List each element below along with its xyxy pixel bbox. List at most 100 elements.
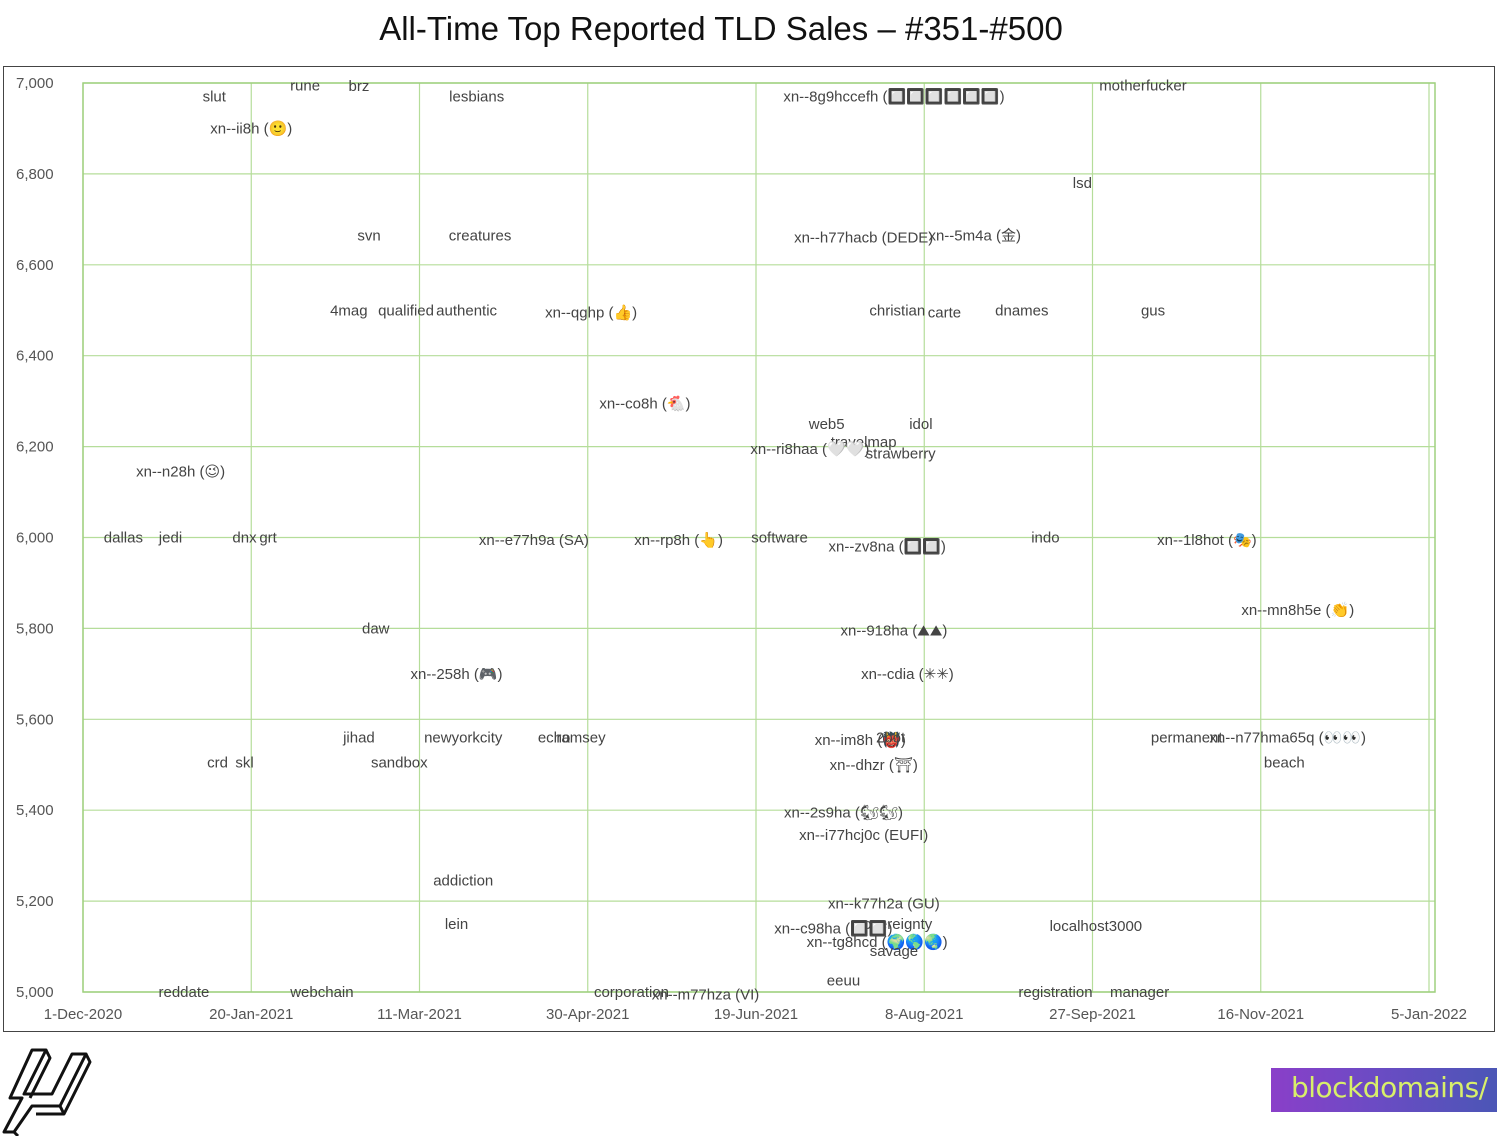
data-point-label: xn--cdia (✳✳)	[861, 666, 954, 683]
x-tick-label: 5-Jan-2022	[1391, 1006, 1467, 1023]
hexagon-logo-icon	[2, 1048, 92, 1136]
data-point-label: xn--n28h (😉)	[136, 464, 225, 481]
data-point-label: xn--zv8na (🔲🔲)	[829, 538, 946, 556]
plot-area-border	[82, 82, 1436, 993]
data-point-label: xn--qghp (👍)	[545, 304, 637, 322]
chart-title: All-Time Top Reported TLD Sales – #351-#…	[379, 10, 1063, 47]
y-axis-ticks: 5,000 5,200 5,400 5,600 5,800 6,000 6,200 6,400…	[16, 75, 54, 1001]
data-point-label: jihad	[342, 729, 375, 746]
data-point-label: lein	[445, 916, 468, 933]
point-labels: slut rune brz lesbians xn--ii8h (🙂) xn--8g9hc…	[104, 77, 1366, 1003]
blockdomains-logo-text: blockdomains/	[1291, 1071, 1488, 1104]
data-point-label: lsd	[1073, 175, 1092, 192]
data-point-label: xn--ii8h (🙂)	[210, 119, 292, 137]
data-point-label: xn--i77hcj0c (EUFI)	[799, 827, 928, 844]
data-point-label: brz	[349, 78, 370, 95]
chart-frame: 5,000 5,200 5,400 5,600 5,800 6,000 6,200 6,400…	[3, 66, 1495, 1032]
x-tick-label: 30-Apr-2021	[546, 1006, 629, 1023]
data-point-label: idol	[909, 416, 932, 433]
data-point-label: manager	[1110, 984, 1169, 1001]
data-point-label: xn--ri8haa (🤍🤍)	[750, 440, 869, 458]
data-point-label: 4mag	[330, 302, 368, 319]
data-point-label: xn--8g9hccefh (🔲🔲🔲🔲🔲🔲)	[783, 88, 1004, 106]
y-tick-label: 5,200	[16, 893, 54, 910]
data-point-label: savage	[870, 943, 918, 960]
data-point-label: permanent	[1151, 729, 1224, 746]
data-point-label: xn--tg8hcd (🌍🌎🌏)	[807, 933, 948, 951]
data-point-label: qualified	[378, 302, 434, 319]
data-point-label: xn--im8h (👹)	[815, 730, 906, 749]
y-tick-label: 6,200	[16, 439, 54, 456]
data-point-label: authentic	[436, 302, 497, 319]
data-point-label: strawberry	[866, 445, 937, 462]
data-point-label: xn--258h (🎮)	[410, 666, 502, 683]
x-tick-label: 1-Dec-2020	[44, 1006, 122, 1023]
data-point-label: software	[751, 530, 808, 547]
y-tick-label: 5,800	[16, 620, 54, 637]
data-point-label: addiction	[433, 873, 493, 890]
y-tick-label: 5,400	[16, 802, 54, 819]
data-point-label: xn--rp8h (👆)	[634, 531, 723, 549]
x-tick-label: 19-Jun-2021	[714, 1006, 798, 1023]
data-point-label: motherfucker	[1099, 77, 1187, 94]
scatter-chart: 5,000 5,200 5,400 5,600 5,800 6,000 6,200 6,400…	[16, 75, 1467, 1023]
data-point-label: sandbox	[371, 754, 428, 771]
data-point-label: jedi	[158, 530, 182, 547]
data-point-label: xn--h77hacb (DEDE)	[794, 230, 933, 247]
data-point-label: xn--n77hma65q (👀👀)	[1209, 729, 1366, 746]
y-tick-label: 6,000	[16, 530, 54, 547]
data-point-label: xn--c98ha (🔲🔲)	[774, 919, 892, 937]
grid	[82, 82, 1436, 993]
data-point-label: xn--e77h9a (SA)	[479, 532, 589, 549]
data-point-label: dnames	[995, 302, 1048, 319]
data-point-label: dnx	[232, 530, 257, 547]
data-point-label: grt	[259, 530, 277, 547]
x-tick-label: 8-Aug-2021	[885, 1006, 963, 1023]
data-point-label: registration	[1018, 984, 1092, 1001]
x-tick-label: 20-Jan-2021	[209, 1006, 293, 1023]
data-point-label: beach	[1264, 754, 1305, 771]
data-point-label: xn--918ha (⛰⛰)	[841, 623, 948, 640]
data-point-label: xn--5m4a (金)	[928, 227, 1021, 244]
y-tick-label: 5,600	[16, 711, 54, 728]
y-tick-label: 5,000	[16, 984, 54, 1001]
data-point-label: 2bot	[876, 729, 906, 746]
data-point-label: ramsey	[556, 729, 606, 746]
data-point-label: daw	[362, 620, 390, 637]
data-point-label: xn--k77h2a (GU)	[828, 895, 940, 912]
x-tick-label: 16-Nov-2021	[1217, 1006, 1304, 1023]
data-point-label: sovereignty	[856, 916, 933, 933]
y-tick-label: 6,600	[16, 257, 54, 274]
data-point-label: corporation	[594, 984, 669, 1001]
data-point-label: slut	[203, 89, 227, 106]
data-point-label: christian	[869, 302, 925, 319]
x-axis-ticks: 1-Dec-2020 20-Jan-2021 11-Mar-2021 30-Apr-2…	[44, 1006, 1467, 1023]
data-point-label: xn--1l8hot (🎭)	[1157, 532, 1257, 549]
blockdomains-logo: blockdomains/	[1271, 1068, 1497, 1112]
x-tick-label: 27-Sep-2021	[1049, 1006, 1136, 1023]
data-point-label: carte	[928, 305, 961, 322]
x-tick-label: 11-Mar-2021	[377, 1006, 462, 1023]
y-tick-label: 6,800	[16, 166, 54, 183]
data-point-label: indo	[1031, 530, 1059, 547]
data-point-label: svn	[357, 227, 380, 244]
y-tick-label: 7,000	[16, 75, 54, 92]
data-point-label: crd	[207, 754, 228, 771]
data-point-label: eeuu	[827, 973, 860, 990]
data-point-label: xn--2s9ha (🐿🐿)	[784, 803, 903, 821]
data-point-label: xn--m77hza (VI)	[652, 986, 760, 1003]
data-point-label: gus	[1141, 302, 1165, 319]
data-point-label: rune	[290, 77, 320, 94]
data-point-label: creatures	[449, 227, 512, 244]
y-tick-label: 6,400	[16, 348, 54, 365]
data-point-label: dallas	[104, 530, 143, 547]
data-point-label: xn--co8h (🐔)	[599, 394, 690, 412]
data-point-label: web5	[808, 416, 845, 433]
data-point-label: webchain	[289, 984, 353, 1001]
data-point-label: localhost3000	[1050, 918, 1143, 935]
data-point-label: lesbians	[449, 89, 504, 106]
data-point-label: echo	[538, 729, 571, 746]
data-point-label: xn--mn8h5e (👏)	[1241, 601, 1354, 619]
data-point-label: xn--dhzr (⛩)	[830, 756, 918, 774]
data-point-label: travelmap	[831, 434, 897, 451]
